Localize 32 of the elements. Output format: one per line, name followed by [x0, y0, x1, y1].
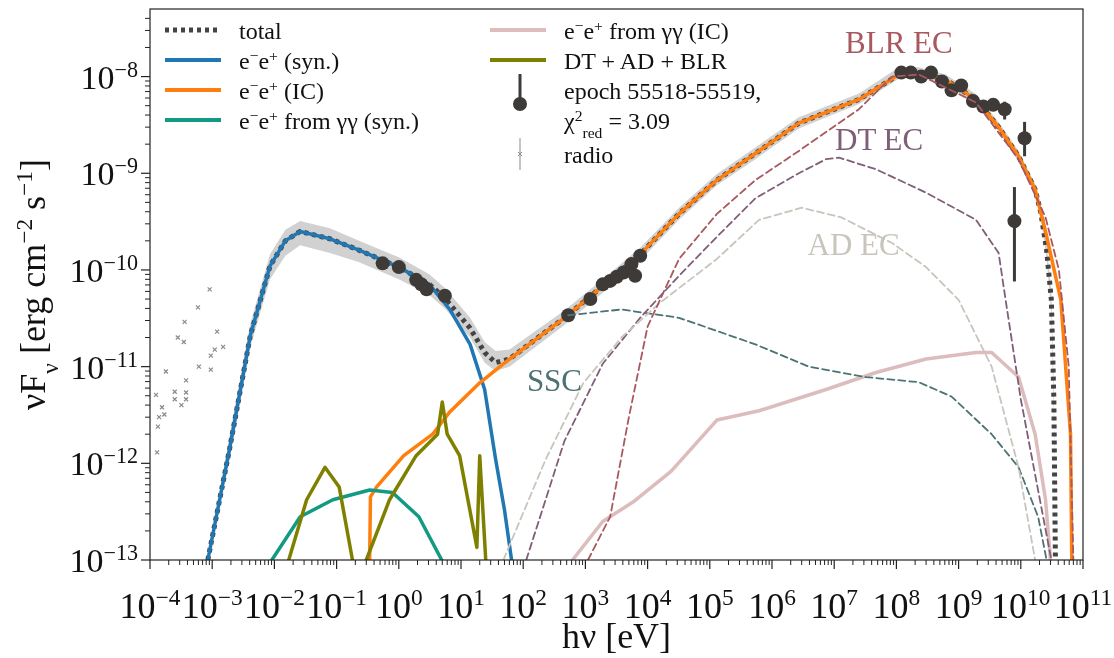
x-tick-label: 10$^{6}$ [748, 584, 796, 626]
x-tick-label: 10$^{7}$ [810, 584, 859, 626]
series-label: DT EC [835, 121, 924, 157]
legend-label: epoch 55518-55519, χ$^{2}$$_{red}$ = 3.09 [563, 78, 762, 141]
legend-label: e$^{−}$e$^{+}$ from γγ (syn.) [239, 106, 420, 134]
x-tick-label: 10$^{0}$ [374, 584, 423, 626]
x-tick-label: 10$^{5}$ [685, 584, 734, 626]
x-tick-label: 10$^{2}$ [499, 584, 548, 626]
x-tick-label: 10$^{1}$ [437, 584, 485, 626]
y-tick-label: 10$^{−8}$ [80, 56, 138, 96]
x-tick-label: 10$^{−4}$ [119, 584, 181, 626]
series-label: AD EC [807, 226, 900, 262]
y-tick-label: 10$^{−11}$ [70, 346, 138, 386]
legend-label: e$^{−}$e$^{+}$ from γγ (IC) [564, 16, 729, 44]
x-tick-label: 10$^{10}$ [991, 584, 1051, 626]
series-label: BLR EC [845, 24, 953, 60]
x-tick-label: 10$^{−2}$ [243, 584, 305, 626]
x-tick-label: 10$^{9}$ [934, 584, 983, 626]
x-tick-label: 10$^{8}$ [872, 584, 921, 626]
y-tick-label: 10$^{−13}$ [69, 539, 138, 579]
legend-label: DT + AD + BLR [564, 48, 727, 74]
legend-label: e$^{−}$e$^{+}$ (IC) [239, 76, 324, 104]
legend-label: e$^{−}$e$^{+}$ (syn.) [239, 46, 340, 74]
legend-label: radio [564, 142, 614, 168]
legend-label: total [239, 18, 282, 44]
x-tick-label: 10$^{11}$ [1053, 584, 1113, 626]
x-tick-label: 10$^{−3}$ [181, 584, 243, 626]
series-label: SSC [526, 363, 583, 399]
y-tick-label: 10$^{−10}$ [69, 249, 138, 289]
x-tick-label: 10$^{−1}$ [306, 584, 368, 626]
y-tick-label: 10$^{−12}$ [69, 442, 138, 483]
y-tick-label: 10$^{−9}$ [80, 152, 138, 193]
